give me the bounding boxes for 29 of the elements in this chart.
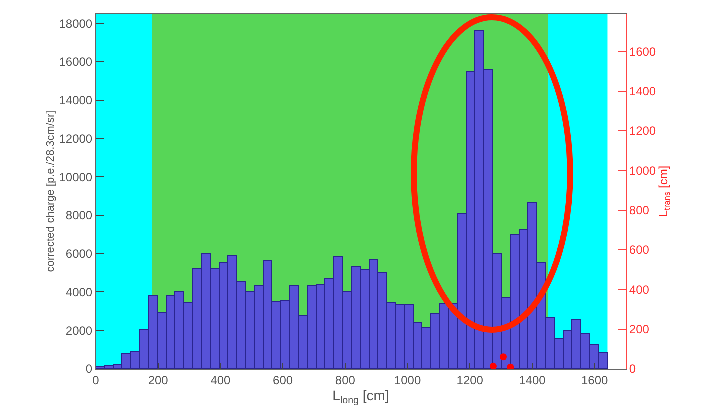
x-tick-label: 1600 bbox=[581, 373, 608, 388]
x-tick-label: 200 bbox=[148, 373, 169, 388]
y-tick-label: 8000 bbox=[66, 208, 93, 223]
y-tick-label: 10000 bbox=[59, 170, 93, 184]
y2-tick-label: 600 bbox=[629, 243, 650, 258]
y-tick-label: 6000 bbox=[66, 247, 93, 262]
x-tick-label: 400 bbox=[210, 373, 232, 388]
y2-tick-label: 200 bbox=[629, 322, 650, 337]
y2-tick-label: 1400 bbox=[629, 84, 656, 99]
y-tick-label: 4000 bbox=[66, 285, 93, 300]
y2-tick-label: 0 bbox=[629, 362, 636, 376]
x-tick-label: 800 bbox=[335, 373, 356, 388]
y-tick-label: 2000 bbox=[66, 324, 93, 338]
y2-tick-label: 1000 bbox=[629, 164, 656, 178]
x-tick-label: 600 bbox=[273, 373, 294, 388]
x-tick-label: 1000 bbox=[394, 373, 422, 388]
y-tick-label: 0 bbox=[86, 362, 93, 376]
y2-tick-label: 400 bbox=[629, 282, 650, 297]
y-tick-label: 18000 bbox=[59, 16, 93, 31]
y-tick-label: 12000 bbox=[59, 132, 93, 146]
y-axis-title: corrected charge [p.e./28.3cm/sr] bbox=[44, 110, 57, 272]
x-tick-label: 1200 bbox=[456, 373, 484, 388]
y2-tick-label: 1600 bbox=[629, 44, 656, 59]
y-tick-label: 16000 bbox=[59, 55, 93, 70]
x-tick-label: 1400 bbox=[519, 373, 546, 388]
x-axis-title: L$_{long}$ [cm] bbox=[332, 387, 390, 406]
y2-tick-label: 1200 bbox=[629, 124, 656, 138]
y2-tick-label: 800 bbox=[629, 204, 650, 218]
y-tick-label: 14000 bbox=[59, 94, 93, 108]
